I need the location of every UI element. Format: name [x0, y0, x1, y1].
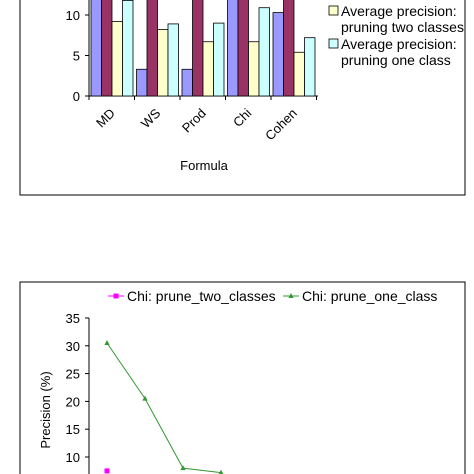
bar-legend-label: pruning one class: [341, 52, 451, 68]
line-y-axis-label: Precision (%): [38, 371, 53, 448]
line-legend-label: Chi: prune_two_classes: [127, 288, 276, 304]
line-y-tick-label: 30: [66, 339, 80, 354]
bar-md-series-3: [122, 0, 134, 97]
line-series-0-point: [104, 468, 110, 474]
bar-ws-series-2: [157, 29, 169, 97]
bar-prod-series-0: [181, 68, 193, 97]
bar-x-axis-label: Formula: [180, 158, 228, 173]
bar-prod-series-2: [202, 41, 214, 97]
bar-y-tick-label: 5: [73, 49, 80, 64]
bar-y-tick-label: 0: [73, 89, 80, 104]
line-legend: Chi: prune_two_classes Chi: prune_one_cla…: [108, 288, 437, 304]
bar-chi-series-0: [227, 0, 239, 97]
bar-ws-series-1: [146, 0, 158, 97]
bar-md-series-1: [101, 0, 113, 97]
bar-legend-swatch: [328, 5, 339, 16]
line-chart-frame: [19, 281, 466, 474]
line-y-tick-label: 15: [66, 422, 80, 437]
bar-prod-series-1: [192, 0, 204, 97]
bar-md-series-2: [111, 21, 123, 97]
bar-chi-series-1: [237, 0, 249, 97]
bar-chi-series-3: [258, 7, 270, 97]
line-y-tick-label: 25: [66, 367, 80, 382]
bar-legend-label: Average precision:: [341, 3, 457, 19]
bar-ws-series-0: [136, 68, 148, 97]
line-series-1-point: [142, 395, 148, 401]
line-series-1-point: [104, 340, 110, 346]
bar-legend: Average precision:pruning two classesAve…: [328, 3, 464, 68]
bar-legend-swatch: [328, 38, 339, 49]
bar-cohen-series-3: [304, 37, 316, 97]
bar-prod-series-3: [213, 22, 225, 97]
line-series-1-point: [180, 465, 186, 471]
line-series-1-point: [218, 469, 224, 474]
bar-ws-series-3: [167, 23, 179, 97]
line-legend-marker: [288, 293, 294, 298]
bar-md-series-0: [90, 0, 102, 97]
bar-chi-series-2: [248, 41, 260, 97]
line-series-1-path: [106, 342, 222, 474]
line-legend-marker: [113, 293, 119, 299]
line-y-tick-label: 35: [66, 311, 80, 326]
bar-legend-label: Average precision:: [341, 36, 457, 52]
line-y-tick-label: 20: [66, 394, 80, 409]
line-chart: 35 30 25 20 15 10 Precision (%) Chi: prune_tw…: [38, 288, 437, 474]
bar-y-tick-label: 10: [66, 8, 80, 23]
bar-cohen-series-0: [272, 12, 284, 97]
bar-cohen-series-2: [293, 51, 305, 97]
bar-legend-label: pruning two classes: [341, 19, 464, 35]
line-y-tick-label: 10: [66, 450, 80, 465]
bar-cohen-series-1: [283, 0, 295, 97]
line-legend-label: Chi: prune_one_class: [302, 288, 437, 304]
